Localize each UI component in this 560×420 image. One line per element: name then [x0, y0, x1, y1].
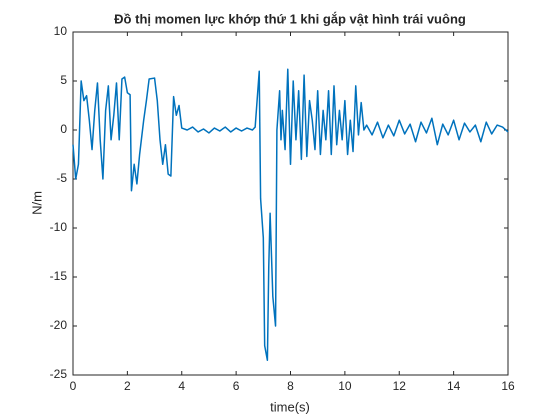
x-axis-label: time(s) — [270, 399, 310, 414]
y-tick-label: 5 — [60, 73, 67, 87]
y-tick-label: 10 — [54, 24, 68, 38]
x-tick-label: 6 — [233, 379, 240, 393]
x-tick-label: 0 — [70, 379, 77, 393]
chart-title: Đồ thị momen lực khớp thứ 1 khi gắp vật … — [114, 11, 466, 26]
x-tick-label: 16 — [501, 379, 515, 393]
x-tick-label: 14 — [447, 379, 461, 393]
x-tick-label: 10 — [338, 379, 352, 393]
x-tick-label: 4 — [178, 379, 185, 393]
x-tick-label: 12 — [393, 379, 407, 393]
y-tick-label: 0 — [60, 122, 67, 136]
x-tick-label: 2 — [124, 379, 131, 393]
plot-area — [72, 31, 509, 376]
y-tick-label: -5 — [56, 171, 67, 185]
y-tick-label: -25 — [50, 367, 68, 381]
y-tick-label: -15 — [50, 269, 68, 283]
data-line — [72, 68, 509, 362]
y-tick-label: -10 — [50, 220, 68, 234]
y-axis-label: N/m — [29, 191, 44, 215]
y-tick-label: -20 — [50, 318, 68, 332]
x-tick-label: 8 — [287, 379, 294, 393]
